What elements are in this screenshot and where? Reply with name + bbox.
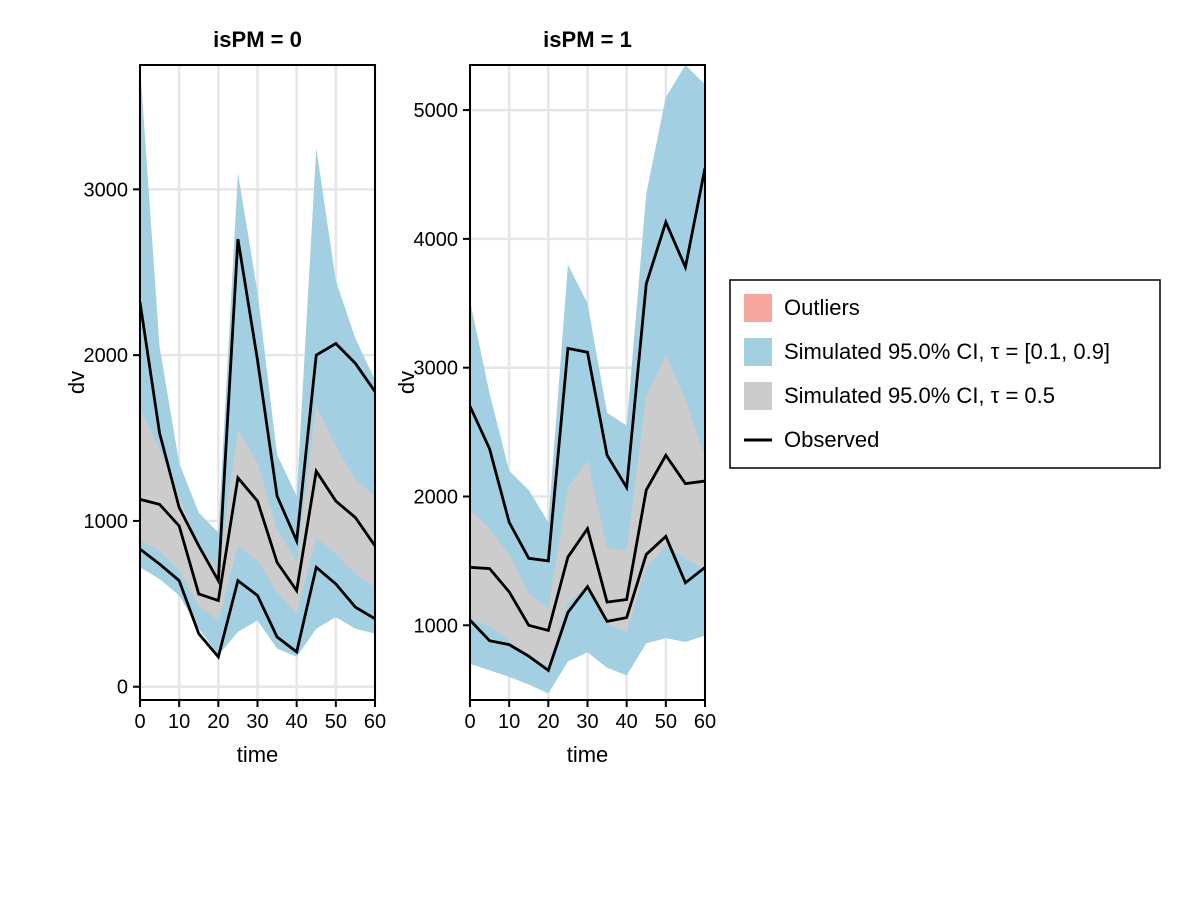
panel-title-1: isPM = 1 [543, 27, 632, 52]
xtick-label: 40 [616, 711, 638, 733]
xtick-label: 0 [134, 711, 145, 733]
ytick-label: 2000 [414, 486, 459, 508]
legend-label: Simulated 95.0% CI, τ = 0.5 [784, 383, 1055, 408]
xtick-label: 10 [498, 711, 520, 733]
xtick-label: 40 [286, 711, 308, 733]
ytick-label: 3000 [84, 179, 129, 201]
legend-swatch [744, 294, 772, 322]
xtick-label: 30 [576, 711, 598, 733]
ytick-label: 1000 [414, 615, 459, 637]
x-axis-label: time [567, 742, 609, 767]
ytick-label: 4000 [414, 229, 459, 251]
xtick-label: 30 [246, 711, 268, 733]
y-axis-label: dv [64, 371, 89, 394]
xtick-label: 60 [364, 711, 386, 733]
y-axis-label: dv [394, 371, 419, 394]
ytick-label: 5000 [414, 100, 459, 122]
vpc-plot: isPM = 0 0 1000 2000 3000 0 10 20 30 40 50 60 time dv… [0, 0, 1200, 900]
legend: Outliers Simulated 95.0% CI, τ = [0.1, 0.… [730, 280, 1160, 468]
xtick-label: 10 [168, 711, 190, 733]
legend-label: Observed [784, 427, 879, 452]
x-axis-label: time [237, 742, 279, 767]
xtick-label: 60 [694, 711, 716, 733]
xtick-label: 20 [207, 711, 229, 733]
xtick-label: 0 [464, 711, 475, 733]
legend-swatch [744, 382, 772, 410]
xtick-label: 20 [537, 711, 559, 733]
legend-label: Outliers [784, 295, 860, 320]
ytick-label: 3000 [414, 358, 459, 380]
panel-title-0: isPM = 0 [213, 27, 302, 52]
ytick-label: 2000 [84, 345, 129, 367]
xtick-label: 50 [655, 711, 677, 733]
xtick-label: 50 [325, 711, 347, 733]
legend-swatch [744, 338, 772, 366]
legend-label: Simulated 95.0% CI, τ = [0.1, 0.9] [784, 339, 1110, 364]
ytick-label: 1000 [84, 511, 129, 533]
ytick-label: 0 [117, 677, 128, 699]
